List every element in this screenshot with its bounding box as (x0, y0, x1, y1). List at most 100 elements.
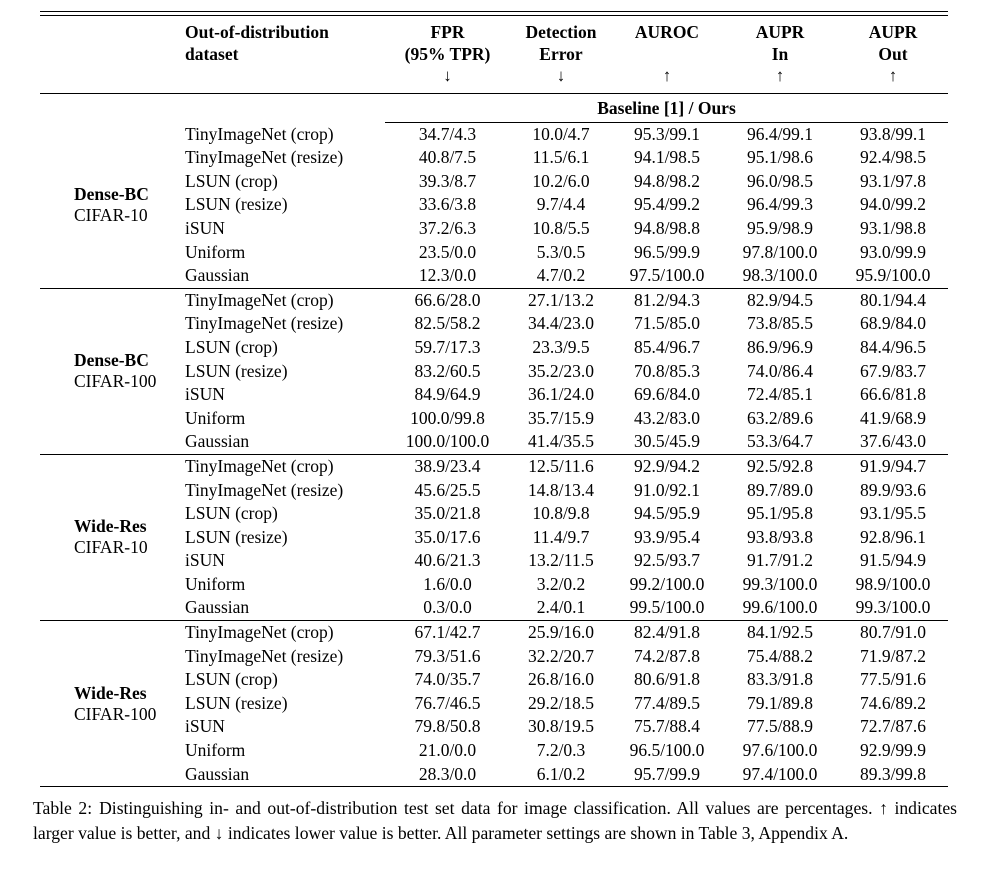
fpr-cell: 100.0/99.8 (410, 407, 485, 428)
ood-dataset-cell: TinyImageNet (crop) (185, 289, 334, 310)
fpr-cell: 79.3/51.6 (414, 645, 481, 666)
auroc-cell: 95.3/99.1 (633, 123, 701, 144)
table-header-row: Out-of-distribution dataset FPR (95% TPR… (40, 16, 948, 93)
fpr-cell: 38.9/23.4 (414, 455, 481, 476)
auroc-cell: 99.5/100.0 (629, 597, 705, 618)
ood-dataset-cell: TinyImageNet (crop) (185, 123, 334, 144)
aupr-out-cell: 89.3/99.8 (859, 763, 927, 784)
up-arrow-icon: ↑ (775, 65, 785, 85)
aupr-out-cell: 92.8/96.1 (859, 526, 927, 547)
ood-dataset-cell: TinyImageNet (crop) (185, 455, 334, 476)
col-header-auroc: AUROC ↑ (612, 21, 722, 87)
detection-error-cell: 11.4/9.7 (532, 526, 590, 547)
aupr-in-cell: 97.6/100.0 (742, 740, 818, 761)
aupr-out-cell: 92.4/98.5 (859, 147, 927, 168)
section-rule (40, 453, 948, 455)
up-arrow-icon: ↑ (888, 65, 898, 85)
ood-dataset-cell: TinyImageNet (resize) (185, 147, 344, 168)
aupr-out-cell: 74.6/89.2 (859, 692, 927, 713)
ood-dataset-cell: TinyImageNet (resize) (185, 313, 344, 334)
fpr-cell: 35.0/21.8 (414, 503, 481, 524)
ood-dataset-cell: LSUN (resize) (185, 360, 288, 381)
header-rule (40, 92, 948, 94)
fpr-cell: 84.9/64.9 (414, 384, 481, 405)
aupr-out-cell: 80.7/91.0 (859, 622, 927, 643)
aupr-in-cell: 95.1/95.8 (746, 503, 814, 524)
table-bottom-rule (40, 786, 948, 788)
auroc-cell: 80.6/91.8 (633, 669, 701, 690)
table-section: Dense-BC CIFAR-10 TinyImageNet (crop) 34.7/… (40, 123, 948, 288)
fpr-cell: 39.3/8.7 (418, 170, 477, 191)
ood-dataset-cell: LSUN (resize) (185, 526, 288, 547)
ood-dataset-cell: Uniform (185, 407, 246, 428)
detection-error-cell: 41.4/35.5 (527, 431, 595, 452)
ood-dataset-cell: Gaussian (185, 597, 250, 618)
detection-error-cell: 27.1/13.2 (527, 289, 595, 310)
aupr-in-cell: 97.8/100.0 (742, 241, 818, 262)
detection-error-cell: 14.8/13.4 (527, 479, 595, 500)
table-top-rule (40, 11, 948, 16)
fpr-cell: 74.0/35.7 (414, 669, 481, 690)
auroc-cell: 95.4/99.2 (633, 194, 701, 215)
aupr-in-cell: 84.1/92.5 (746, 622, 814, 643)
results-table: Out-of-distribution dataset FPR (95% TPR… (40, 11, 948, 788)
aupr-in-cell: 86.9/96.9 (746, 336, 814, 357)
detection-error-cell: 29.2/18.5 (527, 692, 595, 713)
aupr-out-cell: 37.6/43.0 (859, 431, 927, 452)
aupr-out-cell: 93.1/97.8 (859, 170, 927, 191)
aupr-out-cell: 93.1/95.5 (859, 503, 927, 524)
aupr-in-cell: 82.9/94.5 (746, 289, 814, 310)
aupr-in-cell: 96.4/99.3 (746, 194, 814, 215)
aupr-out-cell: 93.1/98.8 (859, 217, 927, 238)
aupr-out-cell: 72.7/87.6 (859, 716, 927, 737)
aupr-out-cell: 93.8/99.1 (859, 123, 927, 144)
auroc-cell: 96.5/99.9 (633, 241, 701, 262)
detection-error-cell: 13.2/11.5 (528, 550, 594, 571)
aupr-in-cell: 95.1/98.6 (746, 147, 814, 168)
aupr-in-cell: 79.1/89.8 (746, 692, 814, 713)
aupr-out-cell: 84.4/96.5 (859, 336, 927, 357)
model-name: Wide-Res (74, 682, 147, 703)
col-header-line: FPR (430, 21, 465, 42)
dataset-name: CIFAR-100 (74, 371, 157, 392)
auroc-cell: 96.5/100.0 (629, 740, 705, 761)
aupr-in-cell: 89.7/89.0 (746, 479, 814, 500)
detection-error-cell: 35.2/23.0 (527, 360, 595, 381)
detection-error-cell: 4.7/0.2 (536, 265, 586, 286)
detection-error-cell: 11.5/6.1 (532, 147, 590, 168)
col-header-line: AUPR (868, 21, 918, 42)
caption-label: Table 2: (33, 798, 93, 818)
detection-error-cell: 26.8/16.0 (527, 669, 595, 690)
aupr-in-cell: 83.3/91.8 (746, 669, 814, 690)
aupr-out-cell: 71.9/87.2 (859, 645, 927, 666)
aupr-in-cell: 97.4/100.0 (742, 763, 818, 784)
dataset-name: CIFAR-10 (74, 205, 148, 226)
model-name: Dense-BC (74, 350, 149, 371)
col-header-fpr: FPR (95% TPR) ↓ (385, 21, 510, 87)
aupr-in-cell: 98.3/100.0 (742, 265, 818, 286)
ood-dataset-cell: Uniform (185, 740, 246, 761)
down-arrow-icon: ↓ (443, 65, 452, 85)
fpr-cell: 1.6/0.0 (423, 573, 472, 594)
fpr-cell: 79.8/50.8 (414, 716, 481, 737)
ood-dataset-cell: LSUN (crop) (185, 170, 278, 191)
aupr-in-cell: 93.8/93.8 (746, 526, 814, 547)
detection-error-cell: 36.1/24.0 (527, 384, 595, 405)
auroc-cell: 97.5/100.0 (629, 265, 705, 286)
ood-dataset-cell: iSUN (185, 716, 225, 737)
aupr-in-cell: 95.9/98.9 (746, 217, 814, 238)
detection-error-cell: 34.4/23.0 (527, 313, 595, 334)
auroc-cell: 91.0/92.1 (633, 479, 701, 500)
auroc-cell: 93.9/95.4 (633, 526, 701, 547)
col-header-line: Out (878, 43, 908, 64)
down-arrow-icon: ↓ (556, 65, 566, 85)
fpr-cell: 21.0/0.0 (418, 740, 477, 761)
fpr-cell: 0.3/0.0 (423, 597, 472, 618)
detection-error-cell: 25.9/16.0 (527, 622, 595, 643)
auroc-cell: 95.7/99.9 (633, 763, 701, 784)
subheader-row: Baseline [1] / Ours (40, 94, 948, 122)
detection-error-cell: 30.8/19.5 (527, 716, 595, 737)
detection-error-cell: 2.4/0.1 (536, 597, 586, 618)
section-rule (40, 287, 948, 289)
aupr-in-cell: 99.3/100.0 (742, 573, 818, 594)
